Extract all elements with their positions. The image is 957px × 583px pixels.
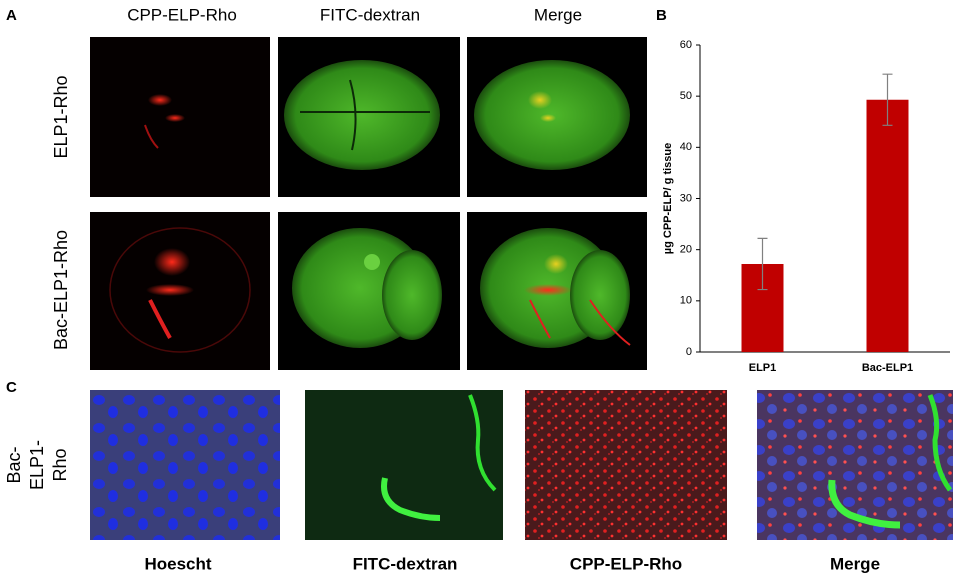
bar <box>866 99 909 352</box>
column-title: FITC-dextran <box>353 554 458 573</box>
micrograph <box>467 212 647 370</box>
error-bar <box>757 237 768 291</box>
y-tick-label: 60 <box>680 39 692 51</box>
micrograph <box>278 212 460 370</box>
y-tick-label: 10 <box>680 295 692 307</box>
y-tick-label: 30 <box>680 192 692 204</box>
y-tick-label: 20 <box>680 244 692 256</box>
y-axis-label: µg CPP-ELP/ g tissue <box>662 143 674 254</box>
panel-label: C <box>6 379 17 396</box>
micrograph <box>278 37 460 197</box>
row-label: ELP1- <box>27 440 47 490</box>
y-tick-label: 50 <box>680 90 692 102</box>
panel-label: B <box>656 7 667 24</box>
bar-chart: µg CPP-ELP/ g tissue 0 10 20 30 40 50 60 ELP1 Bac… <box>662 39 950 374</box>
panel-label: A <box>6 7 17 24</box>
y-tick-label: 0 <box>686 346 692 358</box>
row-label: Rho <box>50 448 70 481</box>
row-label: Bac- <box>4 446 24 483</box>
micrograph <box>467 37 647 197</box>
micrograph <box>757 390 953 540</box>
micrograph <box>305 390 503 540</box>
row-label: ELP1-Rho <box>51 75 71 158</box>
error-bar <box>882 73 893 126</box>
column-title: Hoescht <box>144 554 211 573</box>
column-title: Merge <box>830 554 880 573</box>
column-title: CPP-ELP-Rho <box>570 554 682 573</box>
y-tick-label: 40 <box>680 141 692 153</box>
x-tick-label: ELP1 <box>749 362 777 374</box>
micrograph <box>90 390 280 540</box>
row-label: Bac-ELP1-Rho <box>51 230 71 350</box>
column-title: FITC-dextran <box>320 5 420 24</box>
micrograph <box>90 37 270 197</box>
column-title: CPP-ELP-Rho <box>127 5 237 24</box>
column-title: Merge <box>534 5 582 24</box>
x-tick-label: Bac-ELP1 <box>862 362 913 374</box>
micrograph <box>90 212 270 370</box>
micrograph <box>525 390 727 540</box>
